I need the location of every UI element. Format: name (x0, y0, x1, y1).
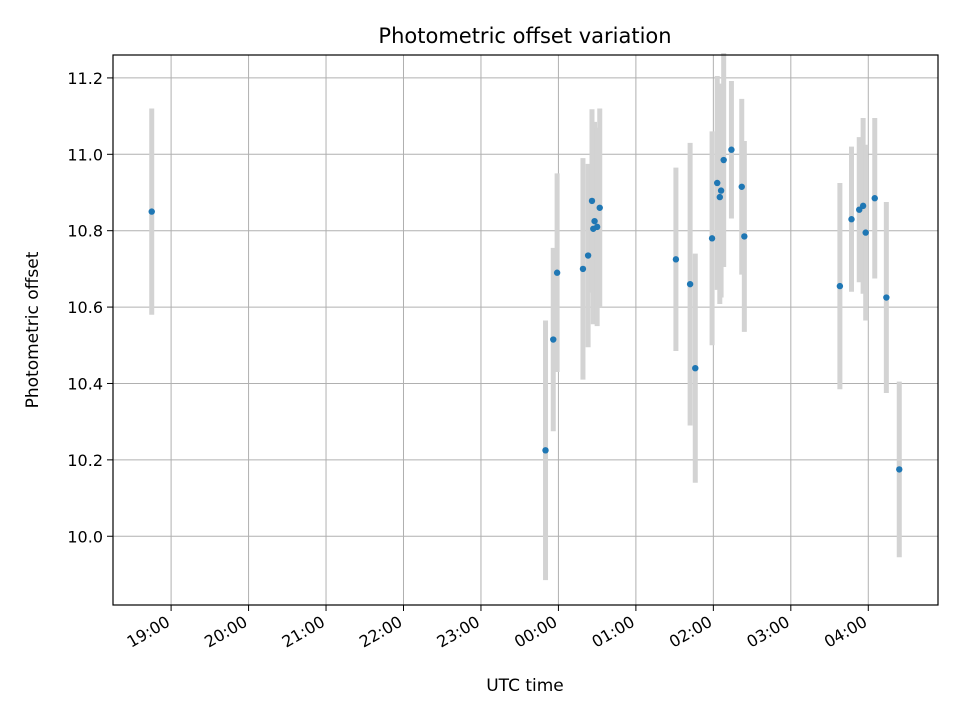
data-point (720, 156, 727, 164)
data-point (728, 146, 735, 153)
data-point (588, 197, 596, 205)
data-point (692, 364, 699, 372)
data-point (717, 187, 725, 194)
y-tick-label: 10.2 (67, 451, 103, 470)
y-axis: 10.0 10.2 10.4 10.6 10.8 11.0 11.2 (67, 69, 113, 546)
chart-title: Photometric offset variation (378, 24, 671, 48)
data-point (871, 195, 878, 202)
y-tick-label: 10.0 (67, 527, 103, 546)
data-point (708, 235, 716, 242)
data-point (738, 183, 745, 190)
y-tick-label: 11.0 (67, 145, 103, 164)
data-point (836, 282, 844, 290)
data-point (686, 280, 694, 288)
y-tick-label: 10.6 (67, 298, 103, 317)
y-tick-label: 11.2 (67, 69, 103, 88)
data-point (862, 229, 869, 236)
data-point (593, 223, 601, 231)
data-point (584, 252, 592, 259)
data-point (883, 294, 890, 301)
data-point (672, 256, 680, 263)
data-point (859, 202, 867, 210)
data-point (591, 217, 598, 225)
data-point (848, 216, 855, 223)
y-tick-label: 10.4 (67, 374, 103, 393)
plot-area-frame (112, 54, 939, 606)
data-point (542, 447, 549, 454)
data-point (553, 269, 561, 276)
data-point (148, 208, 155, 215)
y-axis-label: Photometric offset (23, 251, 43, 408)
data-points (148, 146, 903, 473)
data-point (896, 466, 903, 473)
data-point (550, 336, 557, 343)
data-point (596, 204, 603, 211)
y-tick-label: 10.8 (67, 222, 103, 241)
data-point (714, 179, 721, 187)
data-point (716, 193, 724, 201)
data-point (741, 233, 748, 240)
data-point (579, 265, 587, 273)
x-axis-label: UTC time (486, 676, 564, 696)
